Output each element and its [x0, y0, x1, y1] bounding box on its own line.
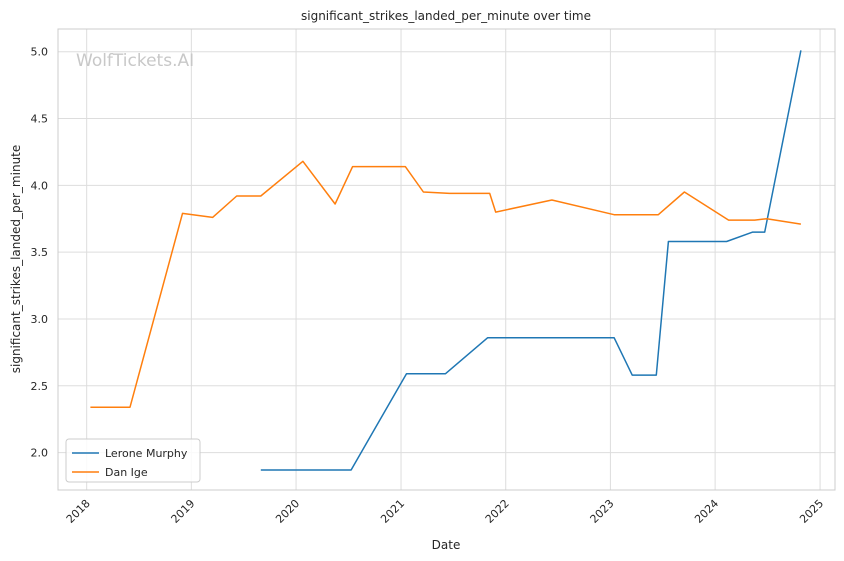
- y-tick-label: 5.0: [31, 46, 49, 59]
- chart-title: significant_strikes_landed_per_minute ov…: [301, 9, 591, 23]
- plot-background: [58, 29, 835, 490]
- y-tick-label: 4.0: [31, 179, 49, 192]
- y-tick-label: 2.5: [31, 380, 49, 393]
- y-tick-labels: 2.0 2.5 3.0 3.5 4.0 4.5 5.0: [31, 46, 49, 460]
- y-axis-title: significant_strikes_landed_per_minute: [9, 145, 23, 374]
- legend: Lerone Murphy Dan Ige: [65, 438, 201, 483]
- y-tick-label: 4.5: [31, 113, 49, 126]
- legend-label-dan-ige: Dan Ige: [105, 466, 148, 479]
- series-layer: [90, 50, 802, 471]
- x-axis-title: Date: [432, 538, 461, 552]
- legend-label-lerone-murphy: Lerone Murphy: [105, 447, 188, 460]
- series-line-lerone-murphy: [260, 50, 802, 471]
- y-tick-label: 2.0: [31, 447, 49, 460]
- y-tick-label: 3.0: [31, 313, 49, 326]
- legend-box: [65, 438, 201, 483]
- series-line-dan-ige: [90, 160, 802, 408]
- watermark: WolfTickets.AI: [76, 51, 194, 71]
- y-tick-label: 3.5: [31, 246, 49, 259]
- plot-frame: [57, 28, 836, 491]
